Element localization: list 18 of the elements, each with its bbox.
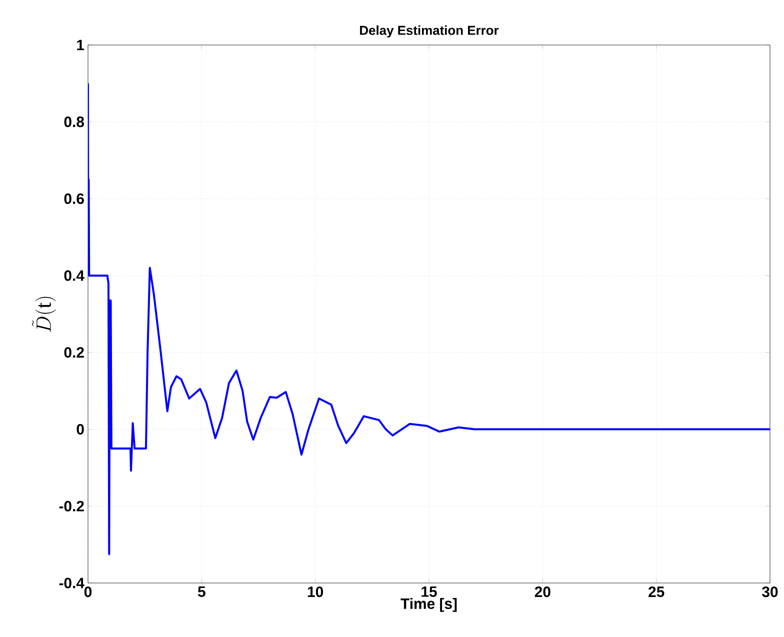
y-tick-label: 0.2 (64, 347, 84, 358)
x-tick-label: 30 (762, 586, 778, 598)
y-tick-label: -0.4 (59, 578, 84, 588)
y-tick-label: -0.2 (59, 500, 84, 512)
x-tick-label: 10 (308, 586, 324, 598)
y-tick-label: 0.6 (64, 193, 84, 204)
x-tick-label: 20 (534, 586, 550, 598)
x-tick-label: 0 (84, 586, 92, 598)
x-tick-label: 5 (198, 586, 206, 597)
x-tick-label: 15 (422, 586, 437, 597)
y-tick-label: 0 (76, 424, 84, 435)
x-axis-title: Time [s] (400, 598, 457, 612)
x-tick-label: 25 (648, 586, 664, 598)
y-tick-label: 0.8 (64, 116, 84, 128)
chart-title: Delay Estimation Error (360, 25, 499, 38)
y-axis-title: $\tilde{D}(\mathrm{t})$ (32, 296, 56, 332)
y-tick-label: 1 (77, 40, 84, 50)
y-tick-label: 0.4 (64, 270, 84, 281)
